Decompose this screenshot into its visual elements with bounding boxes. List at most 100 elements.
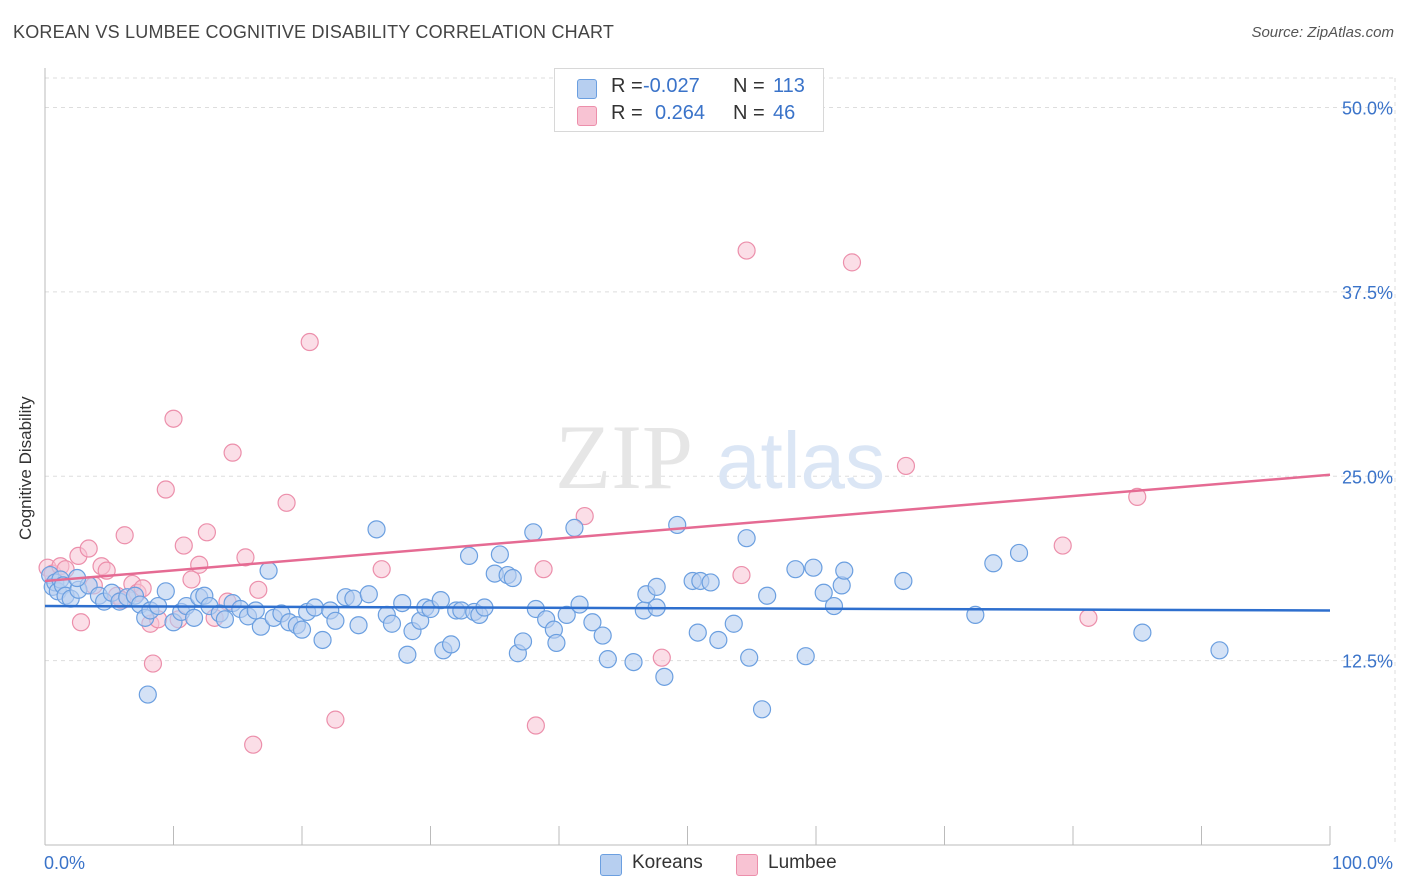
koreans-point	[709, 630, 728, 650]
koreans-point	[459, 546, 479, 566]
legend-r-label: R =	[611, 102, 643, 124]
lumbee-point	[79, 539, 98, 558]
koreans-point	[758, 586, 777, 605]
lumbee-point	[300, 332, 319, 352]
koreans-point	[359, 585, 378, 604]
lumbee-point	[197, 523, 217, 542]
lumbee-point	[842, 253, 862, 272]
lumbee-point	[652, 648, 671, 667]
legend-n-label: N =	[733, 75, 765, 97]
koreans-point	[367, 520, 386, 539]
koreans-point	[740, 648, 759, 667]
chart-title: KOREAN VS LUMBEE COGNITIVE DISABILITY CO…	[13, 22, 615, 42]
koreans-point	[796, 647, 815, 666]
koreans-point	[490, 545, 509, 564]
koreans-point	[441, 635, 461, 654]
koreans-point	[393, 593, 412, 613]
lumbee-point	[277, 493, 296, 512]
koreans-point	[701, 573, 720, 592]
x-tick-label: 100.0%	[1332, 853, 1393, 873]
source-label: Source: ZipAtlas.com	[1251, 24, 1394, 41]
koreans-point	[583, 613, 602, 632]
koreans-point	[984, 554, 1003, 573]
lumbee-point	[534, 560, 553, 579]
koreans-point	[215, 610, 234, 629]
koreans-point	[349, 616, 368, 635]
legend-n-value: 46	[773, 102, 796, 124]
lumbee-point	[737, 241, 756, 260]
koreans-trend-line	[44, 604, 1331, 612]
bottom-legend-label-koreans: Koreans	[632, 852, 703, 873]
koreans-point	[251, 617, 270, 636]
koreans-point	[598, 650, 617, 669]
koreans-points	[41, 515, 1229, 719]
lumbee-point	[164, 409, 183, 428]
lumbee-point	[896, 456, 916, 476]
koreans-point	[313, 630, 332, 650]
koreans-point	[814, 583, 833, 602]
koreans-point	[184, 608, 204, 627]
legend-swatch-koreans	[577, 79, 597, 99]
koreans-point	[570, 595, 589, 614]
lumbee-point	[1053, 536, 1072, 555]
watermark-atlas: atlas	[716, 416, 885, 505]
watermark: ZIP atlas	[555, 406, 885, 508]
koreans-point	[804, 558, 823, 577]
lumbee-point	[575, 506, 594, 526]
koreans-point	[524, 523, 543, 542]
koreans-point	[292, 620, 312, 639]
bottom-legend-swatch-lumbee	[736, 854, 758, 876]
koreans-point	[655, 667, 674, 686]
koreans-point	[832, 576, 851, 595]
legend-r-value: -0.027	[643, 75, 700, 97]
y-tick-label: 37.5%	[1342, 283, 1393, 303]
lumbee-point	[190, 555, 209, 574]
koreans-point	[513, 632, 533, 651]
lumbee-point	[1128, 487, 1147, 506]
lumbee-point	[156, 480, 175, 499]
lumbee-point	[115, 526, 134, 545]
koreans-point	[724, 614, 743, 633]
legend-r-label: R =	[611, 75, 643, 97]
koreans-point	[138, 685, 157, 704]
lumbee-point	[174, 536, 193, 555]
koreans-point	[503, 568, 522, 588]
lumbee-point	[249, 580, 268, 599]
koreans-point	[344, 589, 363, 608]
lumbee-point	[236, 548, 255, 567]
bottom-legend-label-lumbee: Lumbee	[768, 852, 837, 873]
legend-n-value: 113	[773, 75, 805, 97]
lumbee-point	[71, 613, 91, 632]
x-tick-label: 0.0%	[44, 853, 85, 873]
koreans-point	[557, 605, 576, 625]
koreans-point	[894, 571, 913, 591]
koreans-point	[786, 560, 805, 579]
lumbee-point	[526, 716, 545, 735]
koreans-point	[647, 577, 666, 596]
koreans-point	[1009, 543, 1029, 563]
lumbee-point	[372, 560, 391, 579]
lumbee-point	[244, 735, 263, 754]
koreans-point	[1210, 641, 1229, 660]
trend-lines	[44, 473, 1331, 612]
koreans-point	[246, 601, 265, 620]
correlation-legend: R = -0.027 N = 113 R = 0.264 N = 46	[554, 68, 824, 132]
koreans-point	[398, 645, 417, 664]
legend-n-label: N =	[733, 102, 765, 124]
bottom-legend-swatch-koreans	[600, 854, 622, 876]
koreans-point	[593, 626, 612, 645]
koreans-point	[156, 582, 175, 601]
koreans-point	[737, 529, 756, 548]
y-axis-title: Cognitive Disability	[16, 396, 35, 540]
koreans-point	[259, 561, 278, 580]
lumbee-point	[326, 710, 345, 729]
koreans-point	[382, 614, 402, 633]
lumbee-point	[223, 443, 242, 462]
y-tick-label: 25.0%	[1342, 467, 1393, 487]
koreans-point	[966, 605, 985, 625]
koreans-point	[688, 623, 707, 642]
koreans-point	[326, 611, 345, 630]
koreans-point	[1133, 623, 1152, 642]
lumbee-point	[182, 570, 201, 589]
